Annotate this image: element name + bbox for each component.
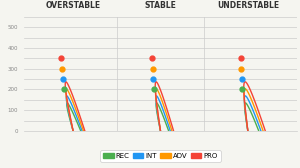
- Text: STABLE: STABLE: [145, 1, 176, 10]
- Text: OVERSTABLE: OVERSTABLE: [46, 1, 101, 10]
- Legend: REC, INT, ADV, PRO: REC, INT, ADV, PRO: [100, 150, 220, 162]
- Text: UNDERSTABLE: UNDERSTABLE: [217, 1, 279, 10]
